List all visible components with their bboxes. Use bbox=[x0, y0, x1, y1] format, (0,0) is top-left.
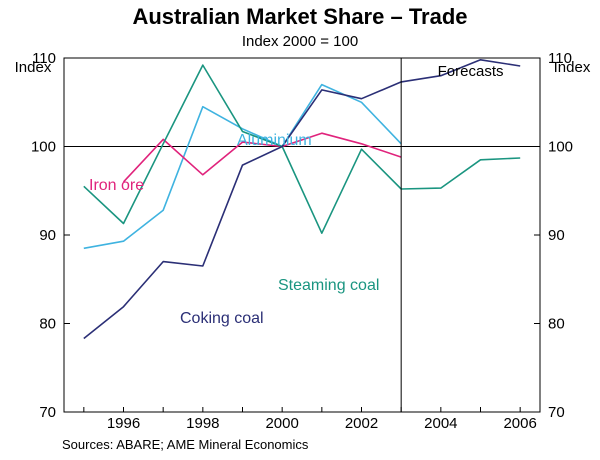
series-label-aluminium: Aluminium bbox=[237, 132, 312, 149]
y-tick-label-left-110: 110 bbox=[32, 50, 56, 67]
series-label-iron-ore: Iron ore bbox=[89, 177, 144, 194]
series-line-coking-coal bbox=[83, 58, 521, 340]
x-tick-label-2006: 2006 bbox=[503, 415, 536, 432]
x-tick-label-1998: 1998 bbox=[186, 415, 219, 432]
y-tick-label-right-90: 90 bbox=[548, 227, 565, 244]
y-tick-label-left-70: 70 bbox=[39, 404, 56, 421]
x-tick-label-2004: 2004 bbox=[424, 415, 457, 432]
series-line-iron-ore bbox=[122, 132, 402, 183]
series-label-steaming-coal: Steaming coal bbox=[278, 277, 379, 294]
y-tick-label-left-90: 90 bbox=[39, 227, 56, 244]
series-label-coking-coal: Coking coal bbox=[180, 310, 264, 327]
y-axis-label-right: Index bbox=[554, 59, 591, 76]
chart-subtitle: Index 2000 = 100 bbox=[241, 33, 359, 50]
x-tick-label-1996: 1996 bbox=[107, 415, 140, 432]
axis-layer: 70 70 80 80 90 90 100 100 110 110 1996 1998 2000 2002… bbox=[31, 50, 573, 432]
plot-frame bbox=[63, 57, 541, 413]
y-tick-label-right-100: 100 bbox=[548, 139, 573, 156]
source-note: Sources: ABARE; AME Mineral Economics bbox=[62, 437, 309, 452]
y-tick-label-right-80: 80 bbox=[548, 316, 565, 333]
series-label-layer: Aluminium Iron ore Steaming coal Coking … bbox=[89, 132, 379, 327]
x-tick-label-2000: 2000 bbox=[265, 415, 298, 432]
forecast-label: Forecasts bbox=[438, 63, 504, 80]
y-tick-label-right-110: 110 bbox=[548, 50, 572, 67]
y-tick-label-left-100: 100 bbox=[31, 139, 56, 156]
series-layer bbox=[83, 58, 521, 340]
y-tick-label-left-80: 80 bbox=[39, 316, 56, 333]
chart-title: Australian Market Share – Trade bbox=[132, 4, 468, 29]
x-tick-label-2002: 2002 bbox=[345, 415, 378, 432]
series-line-steaming-coal bbox=[83, 64, 521, 234]
y-axis-label-left: Index bbox=[15, 59, 52, 76]
y-tick-label-right-70: 70 bbox=[548, 404, 565, 421]
